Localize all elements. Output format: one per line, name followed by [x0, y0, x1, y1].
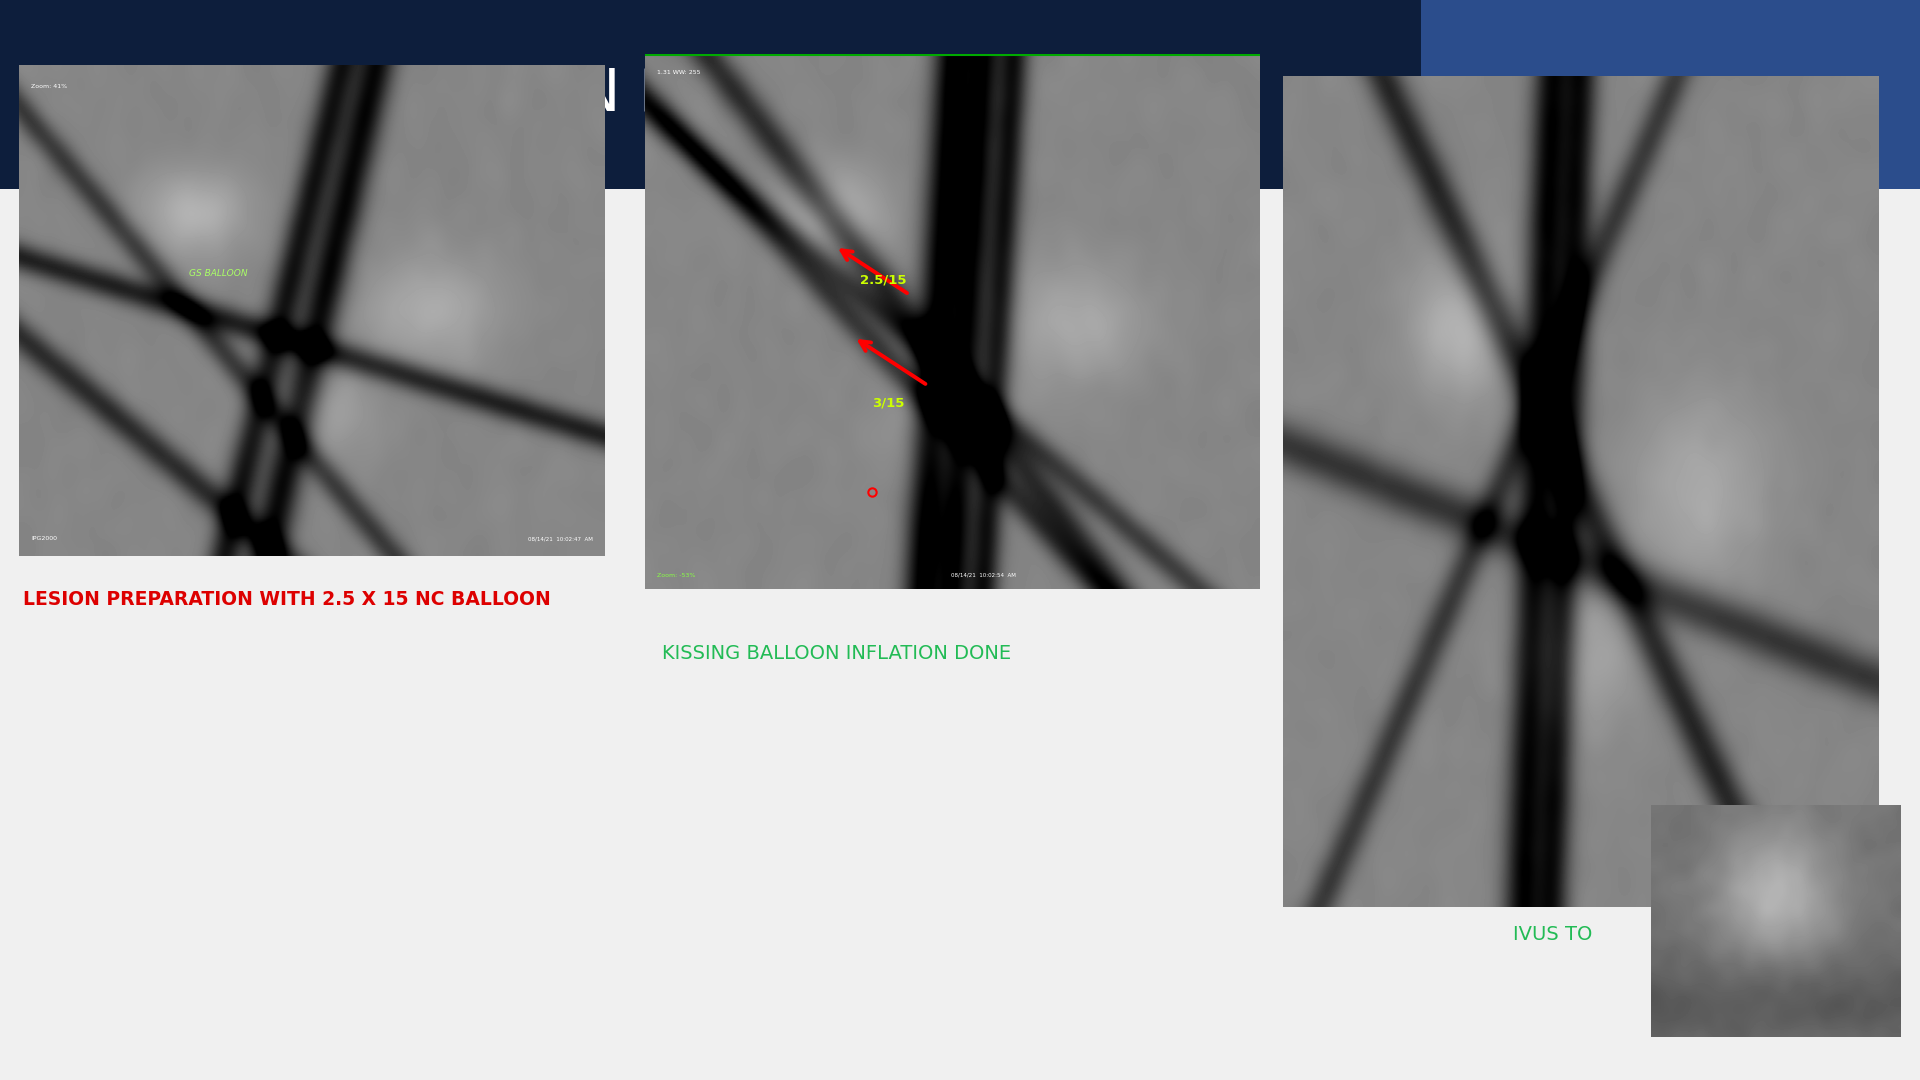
Text: 1.31 WW: 255: 1.31 WW: 255 [657, 70, 701, 75]
Bar [1421, 0, 1920, 189]
Text: IPG2000: IPG2000 [31, 537, 58, 541]
Text: Zoom: -53%: Zoom: -53% [657, 572, 695, 578]
Bar [0, 0, 1421, 189]
Text: 3/15: 3/15 [872, 396, 904, 409]
Text: 08/14/21  10:02:54  AM: 08/14/21 10:02:54 AM [950, 572, 1016, 578]
Text: LESION PREPARATION WITH 2.5 X 15 NC BALLOON: LESION PREPARATION WITH 2.5 X 15 NC BALL… [23, 590, 551, 609]
Text: KISSING BALLOON INFLATION DONE: KISSING BALLOON INFLATION DONE [662, 644, 1012, 663]
Text: Zoom: 41%: Zoom: 41% [31, 84, 67, 90]
Text: IVUS TO: IVUS TO [1513, 924, 1592, 944]
Text: 2.5/15: 2.5/15 [860, 274, 906, 287]
Text: GS BALLOON: GS BALLOON [188, 269, 248, 279]
Text: 08/14/21  10:02:47  AM: 08/14/21 10:02:47 AM [528, 537, 593, 541]
Text: LMCA BIFURCATION PCI – MINICRUSH: LMCA BIFURCATION PCI – MINICRUSH [48, 66, 1133, 123]
